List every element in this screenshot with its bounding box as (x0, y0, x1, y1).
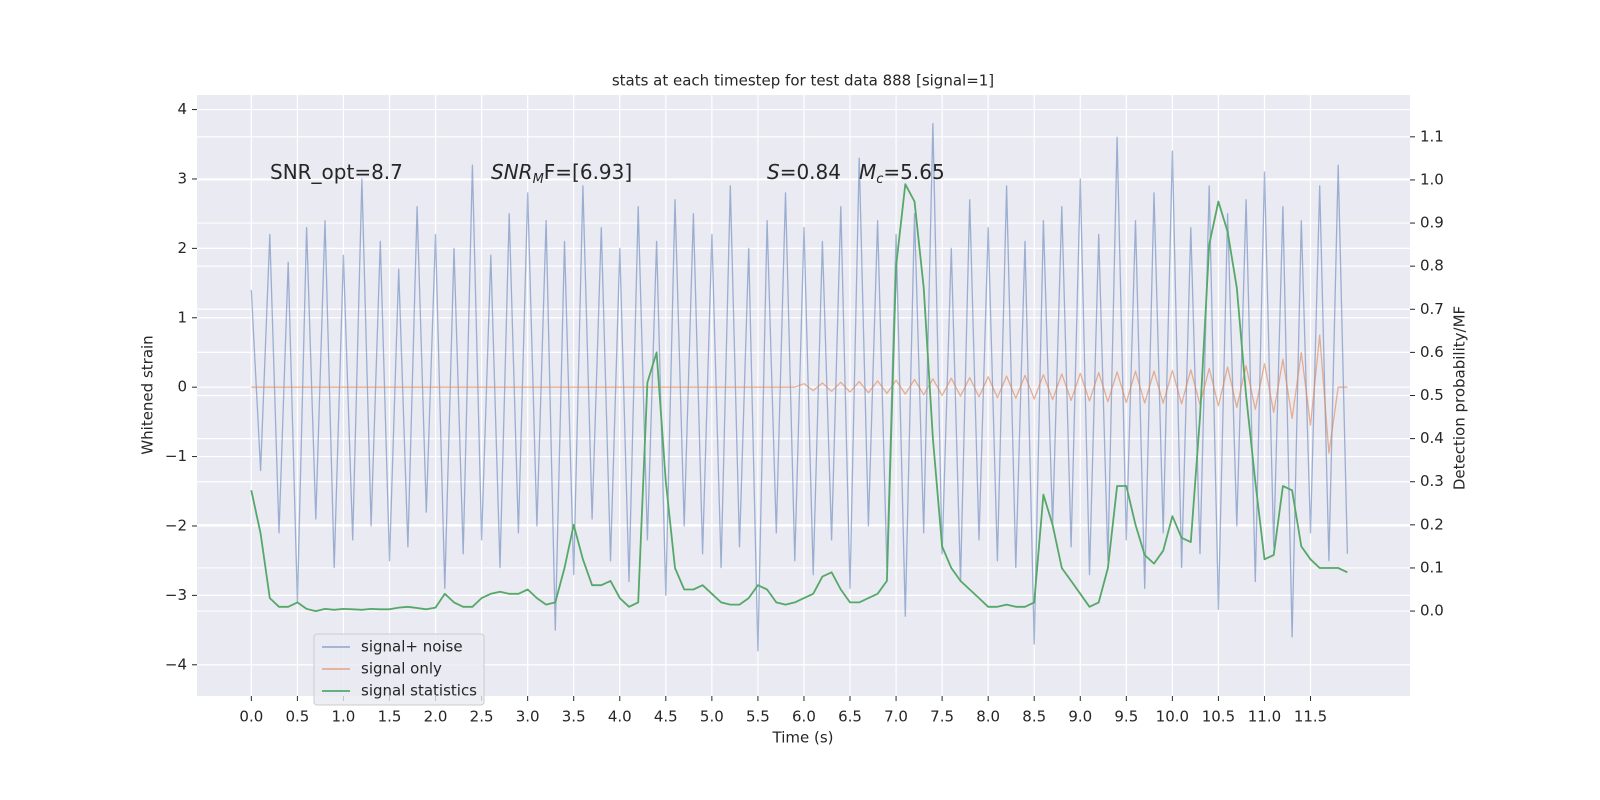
x-tick-label: 11.5 (1294, 708, 1327, 726)
y2-tick-label: 0.7 (1420, 300, 1444, 318)
chart-title: stats at each timestep for test data 888… (612, 72, 994, 90)
y-tick-label: −2 (165, 516, 187, 534)
annotation-rest: =0.84 (780, 160, 841, 184)
x-tick-label: 6.0 (792, 708, 816, 726)
annotation-sub: c (876, 172, 883, 187)
y2-tick-label: 0.4 (1420, 429, 1444, 447)
y2-tick-label: 0.1 (1420, 558, 1444, 576)
y2-axis-label: Detection probability/MF (1451, 306, 1469, 490)
annotation-rest: F=[6.93] (544, 160, 632, 184)
series-line (250, 183, 1348, 612)
x-tick-label: 8.0 (976, 708, 1000, 726)
x-tick-label: 9.5 (1114, 708, 1138, 726)
annotation-main: M (859, 160, 876, 184)
x-tick-label: 1.0 (332, 708, 356, 726)
y2-tick-label: 0.2 (1420, 515, 1444, 533)
y2-tick-label: 0.3 (1420, 472, 1444, 490)
x-tick-label: 1.5 (378, 708, 402, 726)
y-tick-label: 1 (177, 308, 187, 326)
legend-box (313, 633, 485, 706)
series-line (250, 122, 1349, 652)
x-tick-label: 3.0 (516, 708, 540, 726)
legend-label: signal statistics (361, 682, 477, 700)
x-tick-label: 11.0 (1248, 708, 1281, 726)
x-tick-label: 4.0 (608, 708, 632, 726)
y-axis-label: Whitened strain (139, 335, 157, 454)
x-tick-label: 6.5 (838, 708, 862, 726)
x-tick-label: 10.5 (1202, 708, 1235, 726)
x-axis-label: Time (s) (772, 729, 834, 747)
x-tick-label: 2.0 (424, 708, 448, 726)
x-tick-label: 10.0 (1156, 708, 1189, 726)
annotation-main: S (767, 160, 780, 184)
x-tick-label: 4.5 (654, 708, 678, 726)
y2-tick-label: 0.8 (1420, 257, 1444, 275)
y2-tick-label: 0.9 (1420, 214, 1444, 232)
y2-tick-label: 0.0 (1420, 602, 1444, 620)
y2-tick-label: 0.5 (1420, 386, 1444, 404)
x-tick-label: 0.5 (285, 708, 309, 726)
y2-tick-label: 0.6 (1420, 343, 1444, 361)
legend-label: signal only (361, 660, 442, 678)
y-tick-label: 2 (177, 239, 187, 257)
y-tick-label: 0 (177, 378, 187, 396)
x-tick-label: 8.5 (1022, 708, 1046, 726)
x-tick-label: 7.5 (930, 708, 954, 726)
annotation-main: SNR (491, 160, 533, 184)
x-tick-label: 5.0 (700, 708, 724, 726)
annotation: SNR_opt=8.7 (270, 160, 403, 184)
y2-tick-label: 1.0 (1420, 170, 1444, 188)
annotation-sub: M (533, 172, 544, 187)
y-tick-label: −1 (165, 447, 187, 465)
x-tick-label: 3.5 (562, 708, 586, 726)
series-line (251, 334, 1348, 454)
annotation-main: SNR_opt=8.7 (270, 160, 403, 184)
x-tick-label: 0.0 (239, 708, 263, 726)
x-tick-label: 5.5 (746, 708, 770, 726)
legend-label: signal+ noise (361, 638, 463, 656)
annotation-rest: =5.65 (883, 160, 944, 184)
annotation: Mc=5.65 (859, 160, 945, 187)
y-tick-label: −4 (165, 655, 187, 673)
y-tick-label: −3 (165, 586, 187, 604)
x-tick-label: 7.0 (884, 708, 908, 726)
annotation: SNRMF=[6.93] (491, 160, 632, 187)
y-tick-label: 3 (177, 169, 187, 187)
x-tick-label: 9.0 (1068, 708, 1092, 726)
y2-tick-label: 1.1 (1420, 127, 1444, 145)
x-tick-label: 2.5 (470, 708, 494, 726)
y-tick-label: 4 (177, 100, 187, 118)
annotation: S=0.84 (767, 160, 841, 184)
